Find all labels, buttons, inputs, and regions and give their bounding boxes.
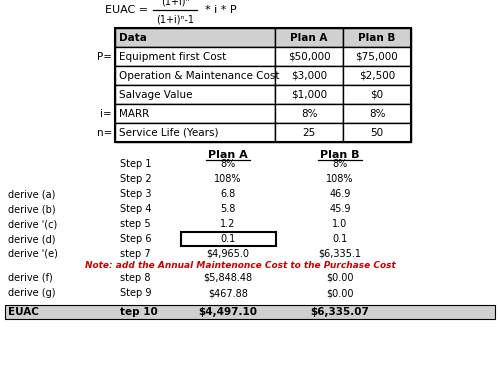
Bar <box>343 123 411 142</box>
Text: step 5: step 5 <box>120 219 150 229</box>
Text: $6,335.1: $6,335.1 <box>318 249 362 259</box>
Text: i=: i= <box>100 109 112 118</box>
Text: Plan B: Plan B <box>358 33 396 42</box>
Text: step 7: step 7 <box>120 249 150 259</box>
Text: 25: 25 <box>302 127 316 138</box>
Text: MARR: MARR <box>119 109 149 118</box>
Text: Step 1: Step 1 <box>120 159 152 169</box>
Text: step 8: step 8 <box>120 273 150 283</box>
Text: 8%: 8% <box>332 159 347 169</box>
Text: $1,000: $1,000 <box>291 89 327 100</box>
Bar <box>115 85 275 104</box>
Text: Data: Data <box>119 33 147 42</box>
Text: $4,965.0: $4,965.0 <box>206 249 250 259</box>
Text: Salvage Value: Salvage Value <box>119 89 192 100</box>
Text: tep 10: tep 10 <box>120 307 158 317</box>
Bar <box>275 104 343 123</box>
Bar <box>115 66 275 85</box>
Text: $0.00: $0.00 <box>326 288 354 298</box>
Text: derive (a): derive (a) <box>8 189 56 199</box>
Text: 46.9: 46.9 <box>330 189 350 199</box>
Text: 0.1: 0.1 <box>220 234 236 244</box>
Text: 1.0: 1.0 <box>332 219 347 229</box>
Text: $0.00: $0.00 <box>326 273 354 283</box>
Text: Plan A: Plan A <box>290 33 328 42</box>
Bar <box>115 104 275 123</box>
Text: 1.2: 1.2 <box>220 219 236 229</box>
Text: Service Life (Years): Service Life (Years) <box>119 127 218 138</box>
Text: derive (d): derive (d) <box>8 234 56 244</box>
Text: 108%: 108% <box>326 174 354 184</box>
Text: $467.88: $467.88 <box>208 288 248 298</box>
Text: Operation & Maintenance Cost: Operation & Maintenance Cost <box>119 71 280 80</box>
Text: 8%: 8% <box>301 109 318 118</box>
Text: 108%: 108% <box>214 174 242 184</box>
Text: derive (b): derive (b) <box>8 204 56 214</box>
Text: derive '(c): derive '(c) <box>8 219 57 229</box>
Text: 0.1: 0.1 <box>332 234 347 244</box>
Bar <box>275 85 343 104</box>
Text: Plan A: Plan A <box>208 150 248 160</box>
Text: * i * P: * i * P <box>205 5 236 15</box>
Text: 8%: 8% <box>369 109 385 118</box>
Text: 50: 50 <box>370 127 384 138</box>
Text: Step 3: Step 3 <box>120 189 152 199</box>
Bar <box>343 104 411 123</box>
Text: 8%: 8% <box>220 159 236 169</box>
Text: Step 9: Step 9 <box>120 288 152 298</box>
Text: $75,000: $75,000 <box>356 51 399 62</box>
Text: $2,500: $2,500 <box>359 71 395 80</box>
Bar <box>115 47 275 66</box>
Text: derive '(e): derive '(e) <box>8 249 58 259</box>
Bar <box>343 47 411 66</box>
Text: $5,848.48: $5,848.48 <box>204 273 252 283</box>
Text: (1+i)ⁿ: (1+i)ⁿ <box>161 0 189 6</box>
Text: EUAC: EUAC <box>8 307 39 317</box>
Bar <box>275 123 343 142</box>
Text: n=: n= <box>96 127 112 138</box>
Text: 45.9: 45.9 <box>329 204 351 214</box>
Bar <box>343 28 411 47</box>
Text: 5.8: 5.8 <box>220 204 236 214</box>
Text: $4,497.10: $4,497.10 <box>198 307 258 317</box>
Text: P=: P= <box>97 51 112 62</box>
Bar <box>275 28 343 47</box>
Text: Note: add the Annual Maintenonce Cost to the Purchase Cost: Note: add the Annual Maintenonce Cost to… <box>84 261 396 270</box>
Text: $50,000: $50,000 <box>288 51 331 62</box>
Text: Step 4: Step 4 <box>120 204 152 214</box>
Bar <box>115 28 275 47</box>
Text: $6,335.07: $6,335.07 <box>310 307 370 317</box>
Text: Plan B: Plan B <box>320 150 360 160</box>
Text: $0: $0 <box>370 89 384 100</box>
Text: Step 6: Step 6 <box>120 234 152 244</box>
Text: 6.8: 6.8 <box>220 189 236 199</box>
Bar <box>275 47 343 66</box>
Text: Step 2: Step 2 <box>120 174 152 184</box>
Bar <box>343 85 411 104</box>
Text: Equipment first Cost: Equipment first Cost <box>119 51 226 62</box>
Bar <box>180 232 276 246</box>
Text: derive (f): derive (f) <box>8 273 53 283</box>
Text: derive (g): derive (g) <box>8 288 56 298</box>
Bar <box>115 28 411 142</box>
Bar <box>115 123 275 142</box>
Text: EUAC =: EUAC = <box>105 5 148 15</box>
Bar <box>275 66 343 85</box>
Bar <box>5 305 495 319</box>
Bar <box>343 66 411 85</box>
Text: $3,000: $3,000 <box>291 71 327 80</box>
Text: (1+i)ⁿ-1: (1+i)ⁿ-1 <box>156 14 194 24</box>
